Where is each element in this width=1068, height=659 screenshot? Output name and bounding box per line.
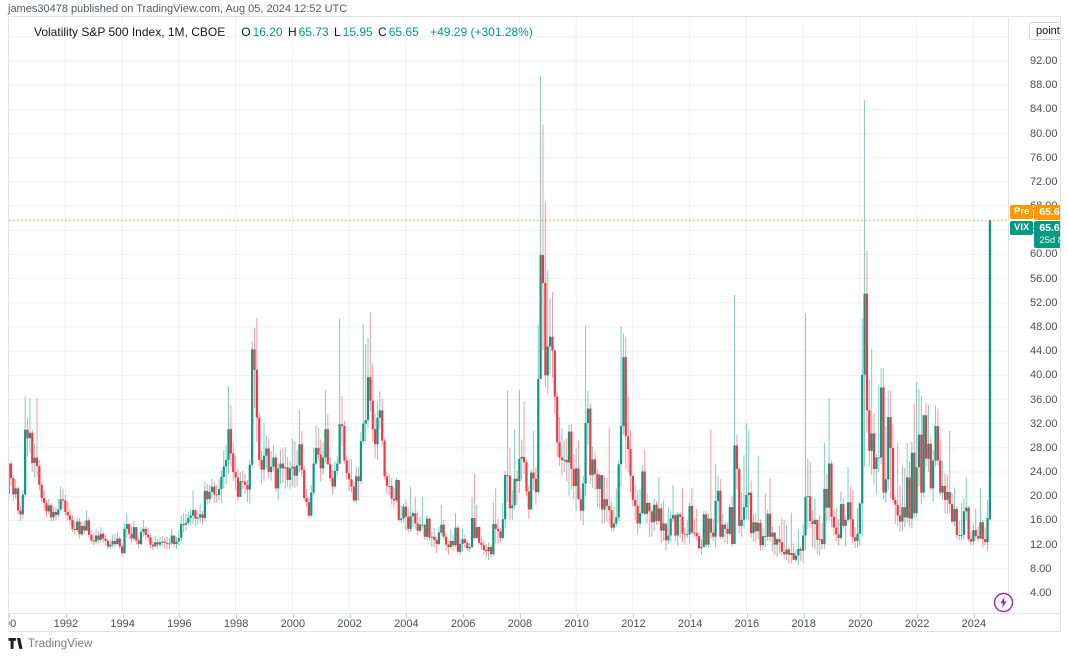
price-axis-unit: point	[1029, 22, 1060, 40]
price-tick-label: 84.00	[1030, 103, 1058, 116]
attribution-text: james30478 published on TradingView.com,…	[8, 3, 348, 15]
time-tick-mark	[917, 614, 919, 618]
price-tick-label: 12.00	[1030, 538, 1058, 551]
tradingview-logo-mark	[8, 638, 23, 649]
time-tick-label: 1998	[223, 618, 249, 630]
time-tick-mark	[519, 614, 521, 618]
time-tick-mark	[803, 614, 805, 618]
time-tick-mark	[236, 614, 238, 618]
price-tick-label: 76.00	[1030, 151, 1058, 164]
price-tick-label: 24.00	[1030, 466, 1058, 479]
time-tick-label: 2012	[621, 618, 646, 630]
time-tick-label: 2018	[791, 618, 816, 630]
tradingview-logo-text: TradingView	[28, 637, 93, 650]
time-tick-mark	[746, 614, 748, 618]
time-tick-label: 2004	[394, 618, 419, 630]
price-tick-label: 36.00	[1030, 393, 1058, 406]
time-tick-label: 1996	[167, 618, 192, 630]
price-tick-label: 56.00	[1030, 272, 1058, 285]
time-tick-label: 2022	[904, 618, 930, 630]
vix-badge-countdown: 25d 8h	[1039, 234, 1060, 246]
premarket-badge-value: 65.65	[1039, 205, 1060, 218]
time-tick-label: '90	[9, 618, 17, 630]
time-tick-mark	[349, 614, 351, 618]
high-value: 65.73	[298, 25, 329, 39]
tradingview-logo[interactable]: TradingView	[8, 637, 92, 650]
time-tick-mark	[179, 614, 181, 618]
close-label: C	[378, 25, 387, 39]
price-axis[interactable]: point 92.0088.0084.0080.0076.0072.0068.0…	[1008, 17, 1060, 613]
chart-plot-area[interactable]	[9, 17, 1008, 613]
symbol-legend: Volatility S&P 500 Index, 1M, CBOE O 16.2…	[34, 24, 535, 40]
time-tick-label: 2000	[280, 618, 306, 630]
price-tick-label: 72.00	[1030, 175, 1058, 188]
change-value: +49.29 (+301.28%)	[430, 25, 533, 39]
low-value: 15.95	[342, 25, 373, 39]
time-tick-label: 2002	[337, 618, 362, 630]
vix-badge-tag: VIX	[1010, 220, 1034, 235]
price-tick-label: 20.00	[1030, 490, 1058, 503]
time-tick-mark	[406, 614, 408, 618]
time-tick-label: 1994	[110, 618, 135, 630]
low-label: L	[333, 25, 341, 39]
time-tick-mark	[576, 614, 578, 618]
time-tick-label: 2024	[961, 618, 987, 630]
open-label: O	[241, 25, 251, 39]
vix-badge-value: 65.65	[1039, 221, 1060, 234]
time-tick-mark	[633, 614, 635, 618]
time-tick-label: 2006	[450, 618, 476, 630]
ohlc-values: O 16.20 H 65.73 L 15.95 C 65.65 +49.29 (+301…	[241, 25, 535, 39]
price-tick-label: 80.00	[1030, 127, 1058, 140]
time-tick-mark	[65, 614, 67, 618]
price-tick-label: 28.00	[1030, 441, 1058, 454]
price-tick-label: 44.00	[1030, 345, 1058, 358]
time-tick-label: 2008	[507, 618, 533, 630]
time-tick-mark	[9, 614, 11, 618]
time-tick-label: 2016	[734, 618, 760, 630]
time-tick-mark	[973, 614, 975, 618]
open-value: 16.20	[252, 25, 283, 39]
time-tick-mark	[860, 614, 862, 618]
price-tick-label: 40.00	[1030, 369, 1058, 382]
time-tick-label: 2020	[848, 618, 873, 630]
high-label: H	[287, 25, 297, 39]
price-tick-label: 48.00	[1030, 320, 1058, 333]
price-tick-label: 52.00	[1030, 296, 1058, 309]
time-tick-mark	[463, 614, 465, 618]
price-tick-label: 88.00	[1030, 79, 1058, 92]
price-tick-label: 32.00	[1030, 417, 1058, 430]
close-value: 65.65	[388, 25, 419, 39]
symbol-title: Volatility S&P 500 Index, 1M, CBOE	[34, 25, 226, 39]
time-tick-mark	[122, 614, 124, 618]
price-tick-label: 92.00	[1030, 55, 1058, 67]
price-tick-label: 60.00	[1030, 248, 1058, 261]
price-tick-label: 16.00	[1030, 514, 1058, 527]
time-tick-mark	[690, 614, 692, 618]
time-axis[interactable]: '90 1992 1994 1996 1998 2000 2002 2004 2006 2008 2…	[9, 613, 1060, 631]
premarket-price-badge: Pre 65.65	[1010, 204, 1060, 220]
time-tick-mark	[292, 614, 294, 618]
premarket-badge-tag: Pre	[1010, 204, 1034, 219]
time-tick-label: 2014	[677, 618, 703, 630]
price-tick-label: 4.00	[1030, 586, 1052, 599]
vix-price-badge: VIX 65.65 25d 8h	[1010, 220, 1060, 248]
realtime-lightning-icon	[993, 592, 1014, 613]
price-tick-label: 8.00	[1030, 562, 1052, 575]
chart-frame: Volatility S&P 500 Index, 1M, CBOE O 16.2…	[8, 16, 1061, 632]
time-tick-label: 1992	[53, 618, 79, 630]
time-tick-label: 2010	[564, 618, 589, 630]
candlestick-chart	[9, 17, 1008, 613]
